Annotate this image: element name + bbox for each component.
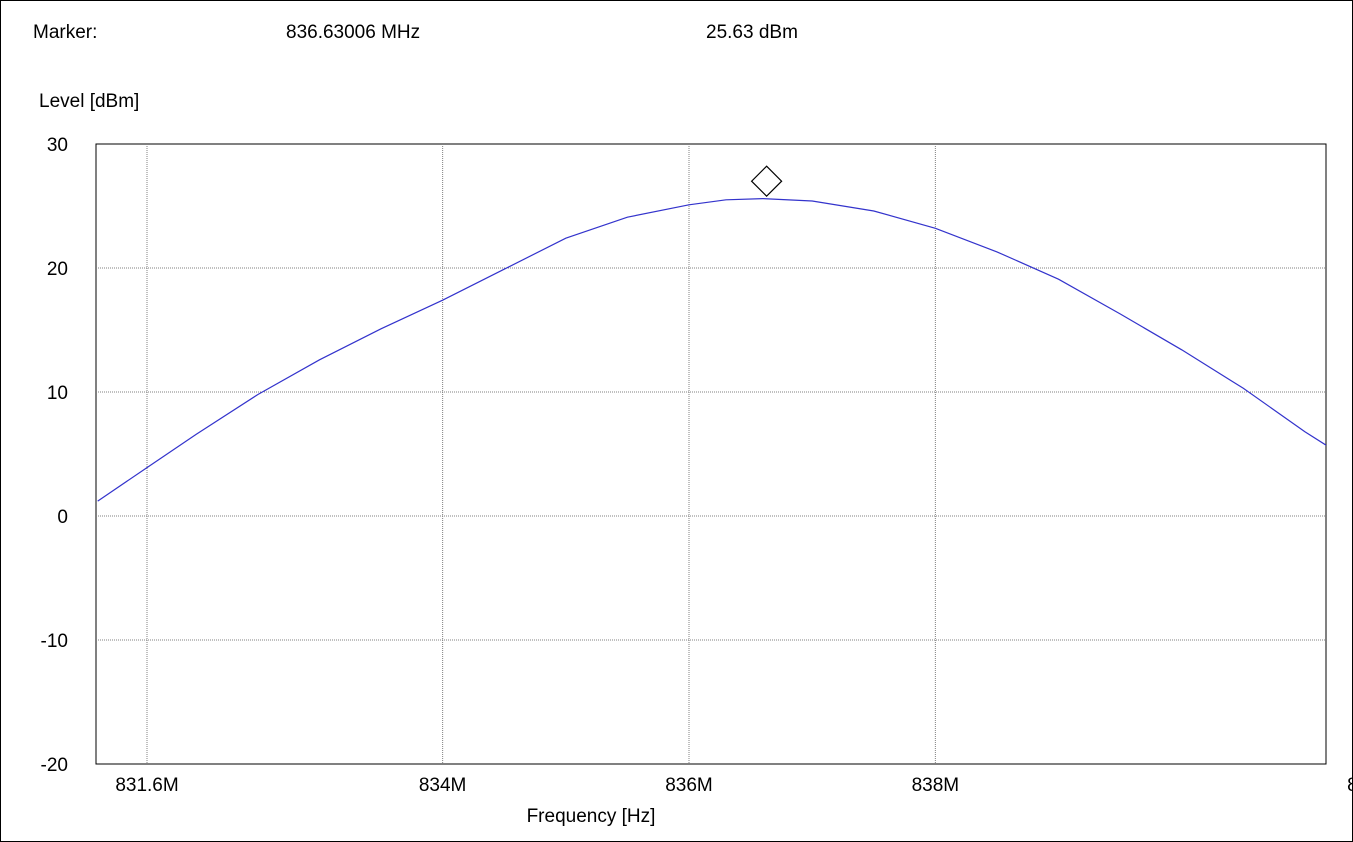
level-trace [97,197,1326,502]
marker-label: Marker: [33,22,98,43]
marker-diamond-icon [750,165,783,198]
x-tick-label: 834M [419,775,467,796]
x-tick-label: 841.6M [1347,775,1353,796]
y-tick-label: -20 [41,755,68,776]
x-tick-label: 831.6M [115,775,178,796]
x-tick-label: 836M [665,775,713,796]
x-tick-label: 838M [912,775,960,796]
marker-level: 25.63 dBm [706,22,798,43]
y-tick-label: 0 [57,507,68,528]
plot-area-border [95,143,1327,765]
y-axis-label: Level [dBm] [39,91,140,112]
x-axis-label: Frequency [Hz] [526,806,656,827]
y-tick-label: 30 [47,135,68,156]
marker-frequency: 836.63006 MHz [286,22,421,43]
y-tick-label: -10 [41,631,68,652]
y-tick-label: 10 [47,383,68,404]
y-tick-label: 20 [47,259,68,280]
